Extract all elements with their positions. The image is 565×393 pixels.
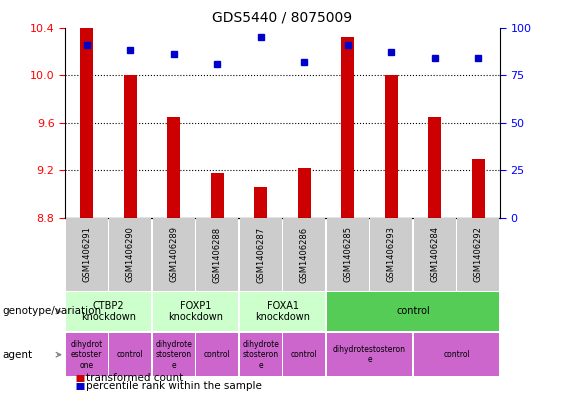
Bar	[371, 218, 412, 291]
Bar	[298, 168, 311, 218]
Bar	[153, 218, 194, 291]
Text: genotype/variation: genotype/variation	[3, 307, 102, 316]
Bar	[66, 333, 107, 376]
Text: GSM1406284: GSM1406284	[431, 226, 439, 283]
Bar	[414, 333, 499, 376]
Bar	[414, 218, 455, 291]
Text: GSM1406286: GSM1406286	[300, 226, 308, 283]
Text: FOXP1
knockdown: FOXP1 knockdown	[168, 301, 223, 322]
Bar	[153, 292, 238, 331]
Bar	[167, 117, 180, 218]
Bar	[197, 333, 238, 376]
Bar	[66, 218, 107, 291]
Text: transformed count: transformed count	[86, 373, 184, 383]
Text: dihydrote
stosteron
e: dihydrote stosteron e	[242, 340, 279, 369]
Bar	[240, 218, 281, 291]
Bar	[80, 0, 93, 218]
Bar	[197, 218, 238, 291]
Text: control: control	[443, 350, 470, 359]
Text: control: control	[204, 350, 231, 359]
Bar	[254, 187, 267, 218]
Text: GSM1406287: GSM1406287	[257, 226, 265, 283]
Text: FOXA1
knockdown: FOXA1 knockdown	[255, 301, 310, 322]
Text: percentile rank within the sample: percentile rank within the sample	[86, 381, 262, 391]
Text: GSM1406292: GSM1406292	[474, 226, 483, 283]
Bar	[110, 333, 151, 376]
Text: control: control	[396, 307, 430, 316]
Text: agent: agent	[3, 350, 33, 360]
Bar	[458, 218, 499, 291]
Bar	[284, 218, 325, 291]
Bar	[428, 117, 441, 218]
Bar	[472, 158, 485, 218]
Text: dihydrote
stosteron
e: dihydrote stosteron e	[155, 340, 192, 369]
Bar	[211, 173, 224, 218]
Text: GSM1406291: GSM1406291	[82, 226, 91, 283]
Bar	[327, 218, 368, 291]
Text: GSM1406288: GSM1406288	[213, 226, 221, 283]
Bar	[240, 333, 281, 376]
Bar	[327, 333, 412, 376]
Bar	[341, 37, 354, 218]
Bar	[110, 218, 151, 291]
Text: dihydrotestosteron
e: dihydrotestosteron e	[333, 345, 406, 364]
Bar	[327, 292, 499, 331]
Bar	[66, 292, 151, 331]
Bar	[153, 333, 194, 376]
Title: GDS5440 / 8075009: GDS5440 / 8075009	[212, 11, 353, 25]
Text: GSM1406289: GSM1406289	[170, 226, 178, 283]
Text: control: control	[291, 350, 318, 359]
Bar	[240, 292, 325, 331]
Text: GSM1406285: GSM1406285	[344, 226, 352, 283]
Text: CTBP2
knockdown: CTBP2 knockdown	[81, 301, 136, 322]
Bar	[284, 333, 325, 376]
Text: GSM1406290: GSM1406290	[126, 226, 134, 283]
Bar	[385, 75, 398, 218]
Bar	[124, 75, 137, 218]
Text: dihydrot
estoster
one: dihydrot estoster one	[71, 340, 103, 369]
Text: GSM1406293: GSM1406293	[387, 226, 396, 283]
Text: control: control	[117, 350, 144, 359]
